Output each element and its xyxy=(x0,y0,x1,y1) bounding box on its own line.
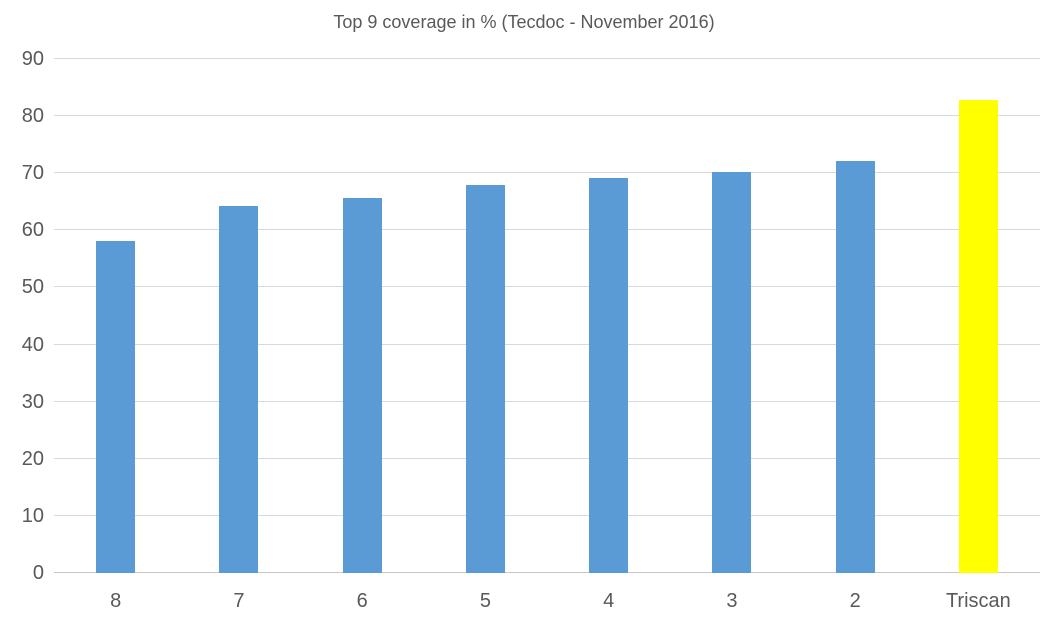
y-tick-label-40: 40 xyxy=(21,333,44,356)
y-tick-label-80: 80 xyxy=(21,105,44,128)
bar-6 xyxy=(342,197,382,573)
chart-title: Top 9 coverage in % (Tecdoc - November 2… xyxy=(333,12,715,32)
bar-5 xyxy=(465,184,505,573)
bar-slot-2 xyxy=(794,59,917,573)
bars-row xyxy=(54,59,1040,573)
bar-3 xyxy=(712,172,752,573)
bar-7 xyxy=(219,205,259,573)
bar-slot-4 xyxy=(547,59,670,573)
y-tick-label-10: 10 xyxy=(21,504,44,527)
bar-Triscan xyxy=(958,99,998,573)
y-tick-label-70: 70 xyxy=(21,162,44,185)
x-tick-label-Triscan: Triscan xyxy=(945,590,1011,612)
bar-8 xyxy=(96,240,136,573)
bar-slot-5 xyxy=(424,59,547,573)
bar-4 xyxy=(589,177,629,573)
bar-slot-3 xyxy=(670,59,793,573)
bar-slot-6 xyxy=(301,59,424,573)
x-tick-label-8: 8 xyxy=(110,590,122,612)
bar-slot-8 xyxy=(54,59,177,573)
gridline-20 xyxy=(54,457,1040,459)
x-axis-labels: 8 7 6 5 4 3 2 Triscan xyxy=(54,590,1040,613)
gridline-60 xyxy=(54,229,1040,231)
x-tick-label-2: 2 xyxy=(849,590,861,612)
gridline-40 xyxy=(54,343,1040,345)
bar-slot-Triscan xyxy=(917,59,1040,573)
gridline-30 xyxy=(54,400,1040,402)
bar-slot-7 xyxy=(177,59,300,573)
gridline-10 xyxy=(54,514,1040,516)
plot-area xyxy=(54,58,1040,573)
gridline-80 xyxy=(54,115,1040,117)
y-tick-label-90: 90 xyxy=(21,48,44,70)
gridline-0 xyxy=(54,572,1040,573)
bar-2 xyxy=(835,160,875,573)
x-tick-label-5: 5 xyxy=(479,590,491,612)
y-tick-label-20: 20 xyxy=(21,447,44,470)
y-tick-label-0: 0 xyxy=(32,562,44,584)
gridline-50 xyxy=(54,286,1040,288)
x-tick-label-6: 6 xyxy=(356,590,368,612)
y-tick-label-50: 50 xyxy=(21,276,44,299)
x-tick-label-7: 7 xyxy=(233,590,245,612)
gridline-70 xyxy=(54,172,1040,174)
x-tick-label-4: 4 xyxy=(603,590,615,612)
y-tick-label-60: 60 xyxy=(21,219,44,242)
y-tick-label-30: 30 xyxy=(21,390,44,413)
gridline-90 xyxy=(54,58,1040,59)
x-tick-label-3: 3 xyxy=(726,590,738,612)
